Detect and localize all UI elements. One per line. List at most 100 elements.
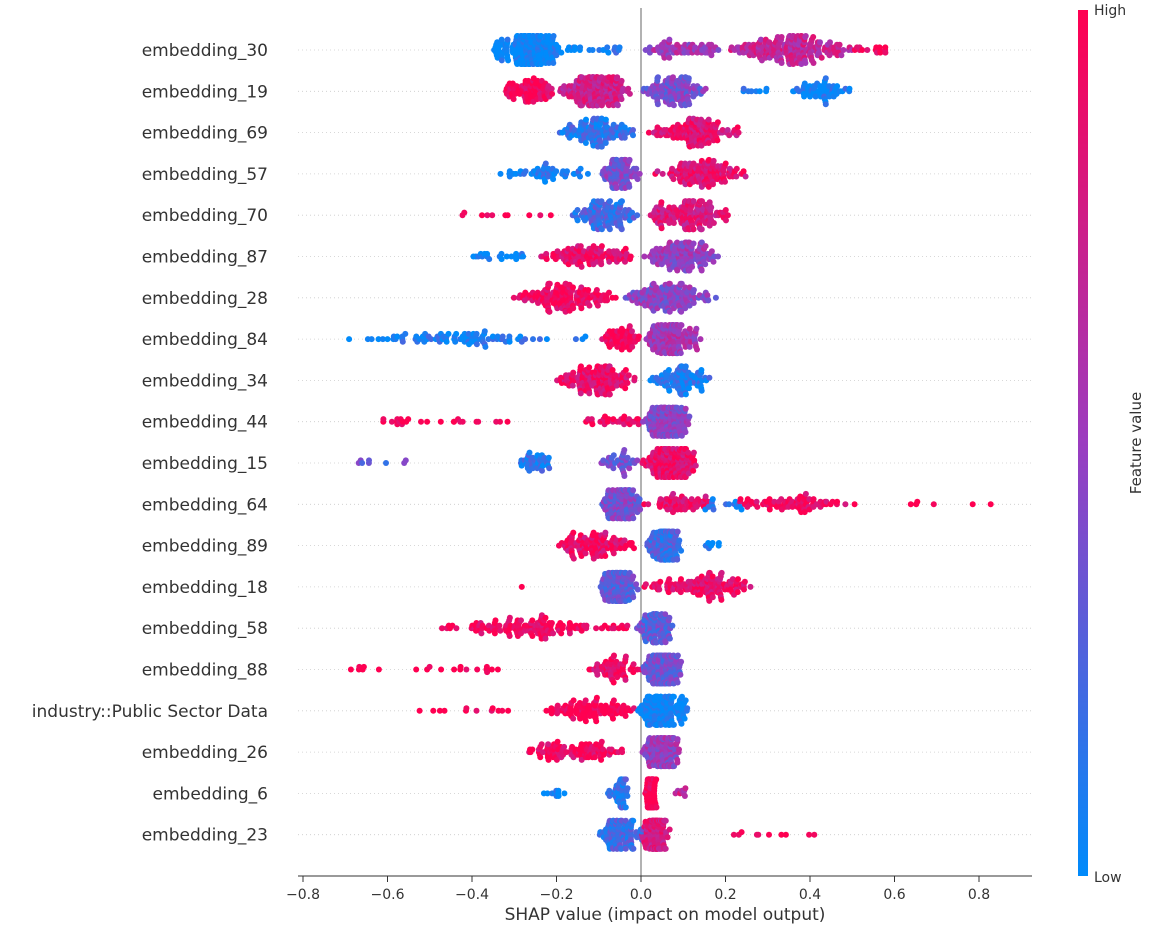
shap-point <box>499 708 505 714</box>
shap-point <box>594 672 600 678</box>
shap-point <box>725 212 731 218</box>
shap-point <box>674 557 680 563</box>
shap-point <box>719 570 725 576</box>
shap-point <box>623 246 629 252</box>
shap-point <box>723 207 729 213</box>
shap-point <box>619 78 625 84</box>
shap-point <box>607 198 613 204</box>
shap-point <box>691 287 697 293</box>
shap-point <box>499 251 505 257</box>
shap-point <box>686 414 692 420</box>
shap-point <box>626 184 632 190</box>
shap-point <box>630 594 636 600</box>
shap-point <box>560 623 566 629</box>
shap-point <box>583 140 589 146</box>
shap-point <box>736 130 742 136</box>
feature-points-10 <box>356 446 699 480</box>
shap-point <box>852 501 858 507</box>
shap-point <box>550 176 556 182</box>
shap-point <box>970 501 976 507</box>
shap-point <box>823 101 829 107</box>
shap-point <box>713 295 719 301</box>
shap-point <box>361 664 367 670</box>
shap-point <box>615 102 621 108</box>
feature-points-0 <box>491 33 888 67</box>
shap-point <box>625 455 631 461</box>
shap-point <box>621 473 627 479</box>
shap-point <box>709 248 715 254</box>
shap-point <box>577 44 583 50</box>
shap-point <box>376 667 382 673</box>
shap-point <box>444 339 450 345</box>
shap-point <box>542 179 548 185</box>
shap-point <box>584 623 590 629</box>
shap-point <box>499 57 505 63</box>
shap-point <box>497 419 503 425</box>
shap-point <box>506 334 512 340</box>
shap-point <box>589 421 595 427</box>
shap-point <box>570 716 576 722</box>
shap-point <box>633 581 639 587</box>
shap-point <box>723 161 729 167</box>
shap-point <box>549 86 555 92</box>
shap-point <box>610 465 616 471</box>
shap-point <box>578 166 584 172</box>
shap-point <box>810 34 816 40</box>
shap-point <box>583 550 589 556</box>
shap-point <box>630 132 636 138</box>
shap-point <box>546 465 552 471</box>
shap-point <box>530 336 536 342</box>
shap-point <box>882 44 888 50</box>
shap-point <box>507 633 513 639</box>
shap-point <box>558 50 564 56</box>
feature-points-7 <box>346 322 703 356</box>
shap-point <box>567 630 573 636</box>
shap-point <box>458 664 464 670</box>
shap-point <box>571 697 577 703</box>
feature-label: embedding_84 <box>142 330 268 350</box>
shap-point <box>489 212 495 218</box>
feature-label: industry::Public Sector Data <box>32 702 268 722</box>
shap-point <box>599 243 605 249</box>
shap-point <box>606 290 612 296</box>
shap-point <box>655 74 661 80</box>
shap-point <box>505 212 511 218</box>
shap-point <box>698 336 704 342</box>
feature-points-9 <box>380 405 692 439</box>
shap-point <box>586 364 592 370</box>
feature-label: embedding_70 <box>142 206 268 226</box>
shap-point <box>683 406 689 412</box>
shap-point <box>539 468 545 474</box>
shap-point <box>811 496 817 502</box>
shap-point <box>725 127 731 133</box>
shap-point <box>666 576 672 582</box>
feature-label: embedding_30 <box>142 41 268 61</box>
shap-point <box>604 44 610 50</box>
shap-point <box>658 496 664 502</box>
shap-point <box>823 75 829 81</box>
shap-point <box>840 47 846 53</box>
shap-point <box>735 576 741 582</box>
shap-point <box>511 96 517 102</box>
shap-point <box>544 336 550 342</box>
shap-point <box>637 507 643 513</box>
shap-point <box>715 254 721 260</box>
shap-point <box>691 241 697 247</box>
shap-point <box>630 487 636 493</box>
shap-point <box>570 383 576 389</box>
feature-label: embedding_88 <box>142 661 268 681</box>
shap-point <box>479 212 485 218</box>
shap-point <box>585 171 591 177</box>
shap-point <box>400 339 406 345</box>
shap-point <box>547 281 553 287</box>
shap-point <box>619 198 625 204</box>
shap-point <box>604 297 610 303</box>
shap-point <box>711 507 717 513</box>
shap-point <box>779 60 785 66</box>
shap-point <box>803 33 809 39</box>
shap-point <box>714 137 720 143</box>
shap-point <box>914 499 920 505</box>
shap-point <box>627 91 633 97</box>
shap-point <box>631 545 637 551</box>
shap-point <box>988 501 994 507</box>
